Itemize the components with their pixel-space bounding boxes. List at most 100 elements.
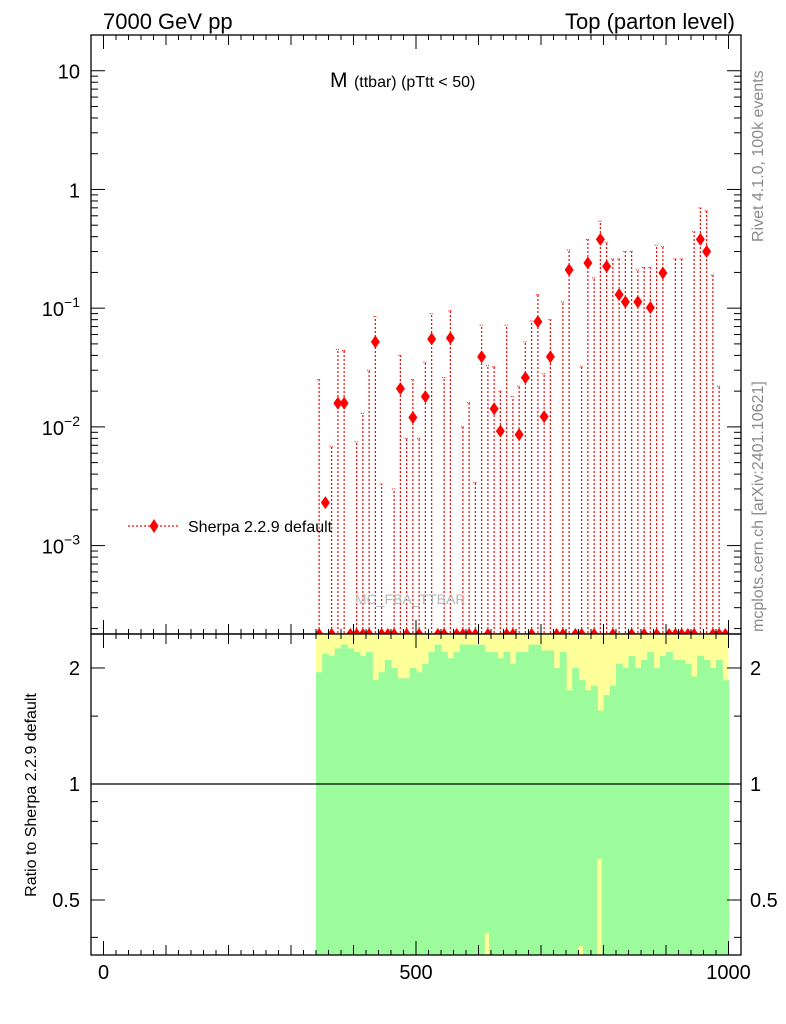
ratio-inner-band xyxy=(628,655,636,955)
floor-marker xyxy=(365,628,373,634)
ratio-inner-band xyxy=(722,680,730,955)
ratio-inner-band xyxy=(672,659,680,955)
ratio-inner-band xyxy=(609,685,617,955)
floor-marker xyxy=(384,628,392,634)
data-point xyxy=(445,331,455,345)
ratio-inner-band xyxy=(353,652,361,955)
main-panel: 10 1 10−1 10−2 10−3 xyxy=(42,34,742,635)
floor-marker xyxy=(434,628,442,634)
floor-marker xyxy=(528,628,536,634)
ratio-y-tick-label-right: 2 xyxy=(750,658,761,680)
ratio-y-tick-label-left: 0.5 xyxy=(52,890,80,912)
floor-marker xyxy=(590,628,598,634)
data-point xyxy=(320,496,330,510)
ratio-inner-band xyxy=(428,652,436,955)
x-tick-label: 1000 xyxy=(706,962,751,984)
ratio-inner-band xyxy=(616,663,623,955)
error-bars xyxy=(317,207,722,633)
floor-marker xyxy=(709,628,717,634)
ratio-inner-band xyxy=(522,652,530,955)
main-frame xyxy=(90,34,742,635)
ratio-inner-band xyxy=(472,644,480,955)
data-point xyxy=(427,332,437,346)
ratio-bands xyxy=(316,634,730,955)
floor-marker xyxy=(459,628,467,634)
floor-marker xyxy=(471,628,479,634)
header-right: Top (parton level) xyxy=(565,9,735,34)
ratio-inner-band xyxy=(666,652,673,955)
y-tick-label: 10 xyxy=(58,62,80,84)
ratio-inner-band xyxy=(572,667,580,955)
ratio-inner-band xyxy=(503,652,511,955)
floor-marker xyxy=(653,628,661,634)
data-point xyxy=(633,295,643,309)
floor-marker xyxy=(328,628,336,634)
main-axes: 10 1 10−1 10−2 10−3 xyxy=(42,34,741,634)
data-point xyxy=(602,259,612,273)
ratio-inner-band xyxy=(497,658,505,955)
ratio-inner-band xyxy=(484,652,492,955)
ratio-inner-band xyxy=(359,655,367,955)
floor-marker xyxy=(628,628,636,634)
ratio-inner-band xyxy=(553,667,561,955)
ratio-inner-band xyxy=(647,652,655,955)
legend: Sherpa 2.2.9 default xyxy=(128,519,333,536)
ratio-inner-band xyxy=(597,710,605,955)
x-tick-label: 500 xyxy=(399,962,432,984)
floor-marker xyxy=(440,628,448,634)
floor-marker xyxy=(453,628,461,634)
floor-marker xyxy=(684,628,692,634)
floor-marker xyxy=(353,628,361,634)
floor-marker xyxy=(671,628,679,634)
ratio-inner-band xyxy=(528,644,536,955)
data-point xyxy=(339,396,349,410)
data-point xyxy=(495,424,505,438)
data-point xyxy=(702,245,712,259)
ratio-inner-band xyxy=(384,659,392,955)
floor-marker xyxy=(640,628,648,634)
ratio-inner-band xyxy=(703,659,711,955)
ratio-inner-band xyxy=(397,678,405,955)
ratio-inner-band xyxy=(603,695,611,955)
ratio-inner-band xyxy=(453,652,461,955)
ratio-inner-band xyxy=(347,648,355,955)
header-left: 7000 GeV pp xyxy=(103,9,233,34)
floor-marker xyxy=(346,628,354,634)
ratio-inner-band xyxy=(622,667,630,955)
ratio-y-tick-label-right: 1 xyxy=(750,774,761,796)
data-point xyxy=(477,350,487,364)
floor-marker xyxy=(559,628,567,634)
mcplots-label: mcplots.cern.ch [arXiv:2401.10621] xyxy=(750,381,767,632)
ratio-inner-band xyxy=(322,653,330,955)
ratio-axes: 0.5 0.5 1 1 2 2 0 500 1000 xyxy=(52,634,778,984)
ratio-inner-band xyxy=(684,663,692,955)
ratio-band-gap xyxy=(578,945,583,955)
ratio-inner-band xyxy=(478,644,486,955)
plot-title-main: M xyxy=(330,69,348,92)
data-point xyxy=(520,371,530,385)
ratio-inner-band xyxy=(416,672,423,955)
ratio-inner-band xyxy=(366,652,373,955)
plot-title-sub: (ttbar) (pTtt < 50) xyxy=(354,74,475,91)
ratio-inner-band xyxy=(534,644,542,955)
floor-marker xyxy=(359,628,367,634)
data-point xyxy=(395,382,405,396)
floor-marker xyxy=(578,628,586,634)
floor-marker xyxy=(465,628,473,634)
ratio-inner-band xyxy=(409,667,417,955)
ratio-y-tick-label-left: 2 xyxy=(69,658,80,680)
ratio-inner-band xyxy=(716,659,723,955)
floor-marker xyxy=(609,628,617,634)
data-point xyxy=(695,232,705,246)
data-point xyxy=(533,315,543,329)
ratio-inner-band xyxy=(541,650,548,955)
ratio-inner-band xyxy=(516,652,523,955)
data-point xyxy=(514,428,524,442)
floor-marker xyxy=(665,628,673,634)
ratio-inner-band xyxy=(678,659,686,955)
data-point xyxy=(595,232,605,246)
data-point xyxy=(420,390,430,404)
ratio-inner-band xyxy=(566,690,573,955)
ratio-y-tick-label-right: 0.5 xyxy=(750,890,778,912)
ratio-inner-band xyxy=(697,655,705,955)
